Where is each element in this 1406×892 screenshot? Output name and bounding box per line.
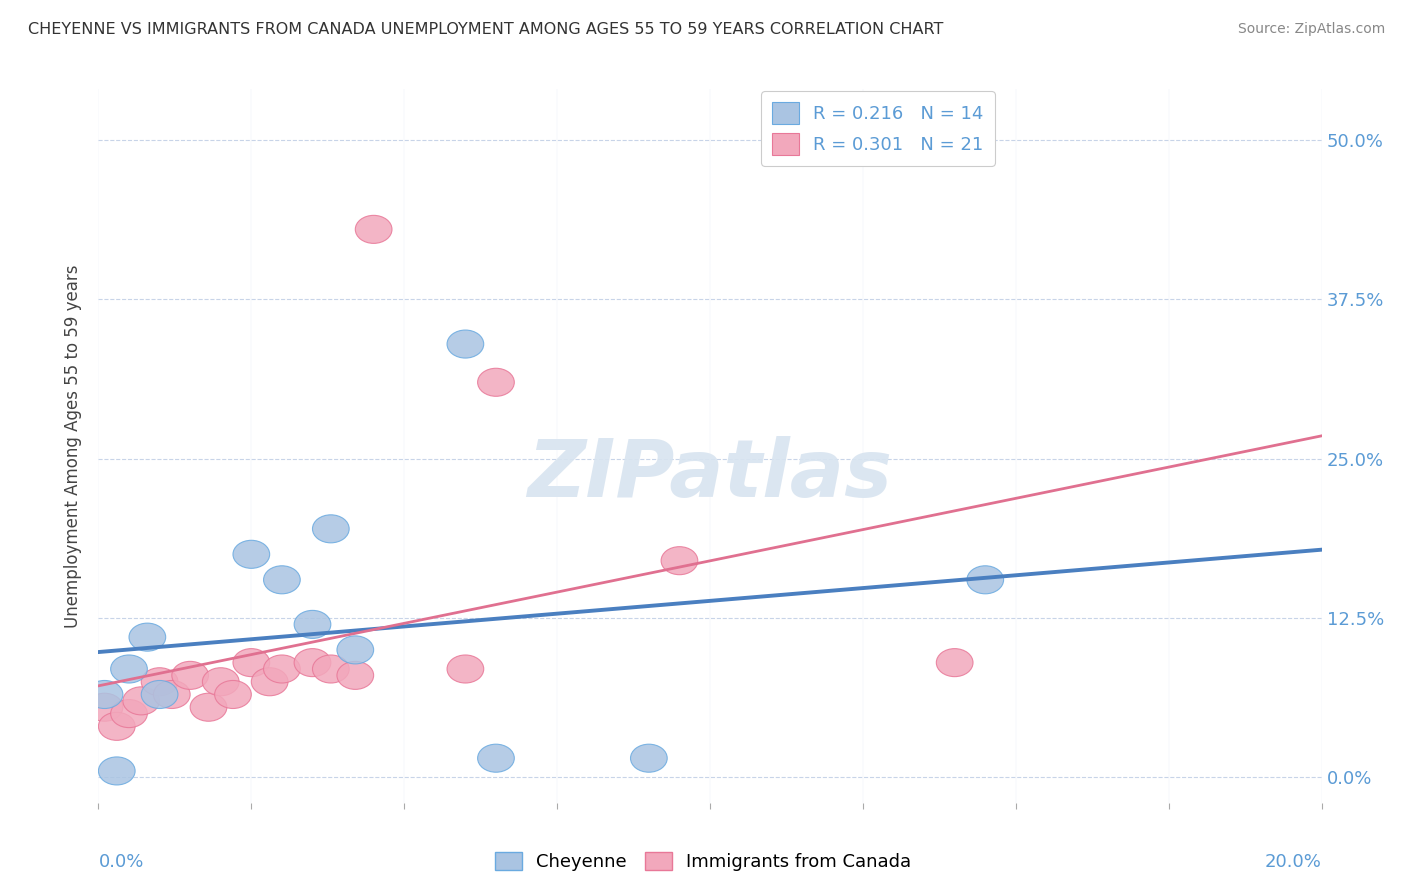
Ellipse shape	[478, 744, 515, 772]
Ellipse shape	[630, 744, 668, 772]
Ellipse shape	[312, 655, 349, 683]
Ellipse shape	[98, 757, 135, 785]
Ellipse shape	[233, 648, 270, 677]
Ellipse shape	[294, 610, 330, 639]
Ellipse shape	[86, 681, 122, 708]
Ellipse shape	[111, 699, 148, 728]
Ellipse shape	[122, 687, 160, 714]
Ellipse shape	[312, 515, 349, 543]
Y-axis label: Unemployment Among Ages 55 to 59 years: Unemployment Among Ages 55 to 59 years	[65, 264, 83, 628]
Ellipse shape	[263, 655, 301, 683]
Ellipse shape	[86, 693, 122, 722]
Ellipse shape	[252, 668, 288, 696]
Text: Source: ZipAtlas.com: Source: ZipAtlas.com	[1237, 22, 1385, 37]
Ellipse shape	[447, 655, 484, 683]
Ellipse shape	[337, 636, 374, 664]
Ellipse shape	[215, 681, 252, 708]
Ellipse shape	[478, 368, 515, 396]
Legend: Cheyenne, Immigrants from Canada: Cheyenne, Immigrants from Canada	[488, 845, 918, 879]
Ellipse shape	[202, 668, 239, 696]
Ellipse shape	[294, 648, 330, 677]
Ellipse shape	[129, 624, 166, 651]
Ellipse shape	[172, 661, 208, 690]
Ellipse shape	[141, 681, 179, 708]
Ellipse shape	[356, 215, 392, 244]
Legend: R = 0.216   N = 14, R = 0.301   N = 21: R = 0.216 N = 14, R = 0.301 N = 21	[761, 91, 994, 166]
Ellipse shape	[98, 713, 135, 740]
Ellipse shape	[233, 541, 270, 568]
Ellipse shape	[190, 693, 226, 722]
Text: CHEYENNE VS IMMIGRANTS FROM CANADA UNEMPLOYMENT AMONG AGES 55 TO 59 YEARS CORREL: CHEYENNE VS IMMIGRANTS FROM CANADA UNEMP…	[28, 22, 943, 37]
Ellipse shape	[263, 566, 301, 594]
Text: ZIPatlas: ZIPatlas	[527, 435, 893, 514]
Ellipse shape	[661, 547, 697, 574]
Ellipse shape	[447, 330, 484, 358]
Ellipse shape	[141, 668, 179, 696]
Ellipse shape	[153, 681, 190, 708]
Ellipse shape	[936, 648, 973, 677]
Ellipse shape	[967, 566, 1004, 594]
Ellipse shape	[111, 655, 148, 683]
Text: 0.0%: 0.0%	[98, 853, 143, 871]
Text: 20.0%: 20.0%	[1265, 853, 1322, 871]
Ellipse shape	[337, 661, 374, 690]
